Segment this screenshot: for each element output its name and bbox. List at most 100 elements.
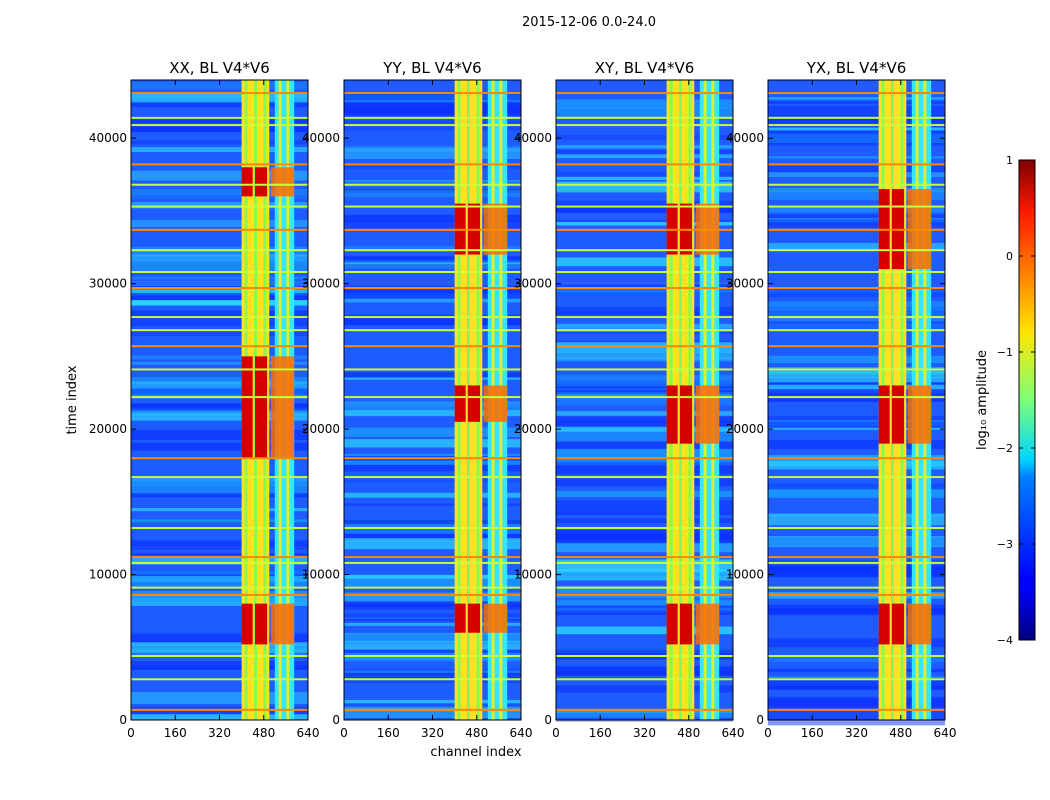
texture-stripe xyxy=(556,666,733,669)
texture-stripe xyxy=(768,223,945,228)
rfi-row xyxy=(556,249,733,252)
peak-block xyxy=(254,603,268,645)
peak-block xyxy=(891,385,905,444)
texture-stripe xyxy=(768,105,945,116)
texture-stripe xyxy=(344,190,521,198)
texture-stripe xyxy=(131,692,308,704)
rfi-row xyxy=(131,271,308,273)
rfi-row xyxy=(768,655,945,657)
rfi-row xyxy=(131,287,308,289)
rfi-row xyxy=(131,116,308,119)
peak-block xyxy=(467,603,481,633)
texture-stripe xyxy=(131,388,308,399)
texture-stripe xyxy=(131,519,308,523)
texture-stripe xyxy=(768,423,945,427)
panel-yx: YX, BL V4*V6 0 160 320 480 640 0 10000 20000 3000… xyxy=(726,59,957,740)
rfi-row xyxy=(344,561,521,564)
x-tick-label: 640 xyxy=(297,726,320,740)
rfi-row xyxy=(768,476,945,479)
y-tick-label: 20000 xyxy=(89,422,127,436)
texture-stripe xyxy=(768,421,945,431)
texture-stripe xyxy=(131,140,308,145)
texture-stripe xyxy=(556,448,733,458)
texture-stripe xyxy=(131,92,308,103)
texture-stripe xyxy=(344,492,521,498)
rfi-row xyxy=(768,92,945,95)
rfi-row xyxy=(556,561,733,564)
texture-stripe xyxy=(344,145,521,152)
rfi-row xyxy=(768,368,945,371)
texture-stripe xyxy=(131,281,308,287)
texture-stripe xyxy=(768,172,945,178)
texture-stripe xyxy=(131,310,308,320)
texture-stripe xyxy=(556,536,733,542)
texture-stripe xyxy=(344,640,521,650)
texture-stripe xyxy=(344,622,521,626)
texture-stripe xyxy=(556,712,733,718)
panels: XX, BL V4*V6 0 160 320 480 640 0 10000 20000 3000… xyxy=(89,59,957,740)
texture-stripe xyxy=(768,427,945,431)
texture-stripe xyxy=(344,520,521,526)
rfi-row xyxy=(131,708,308,711)
texture-stripe xyxy=(556,465,733,475)
y-tick-label: 0 xyxy=(544,713,552,727)
texture-stripe xyxy=(556,375,733,387)
texture-stripe xyxy=(768,455,945,467)
texture-stripe xyxy=(768,420,945,423)
x-tick-label: 320 xyxy=(633,726,656,740)
peak-block xyxy=(907,603,932,645)
texture-stripe xyxy=(131,318,308,327)
rfi-row xyxy=(131,124,308,127)
peak-block xyxy=(679,385,693,444)
rfi-row xyxy=(131,183,308,186)
texture-stripe xyxy=(768,536,945,548)
texture-stripe xyxy=(768,415,945,421)
texture-stripe xyxy=(556,500,733,511)
texture-stripe xyxy=(768,367,945,379)
peak-block xyxy=(878,385,890,444)
texture-stripe xyxy=(344,467,521,477)
rfi-row xyxy=(131,316,308,319)
texture-stripe xyxy=(344,372,521,378)
peak-block xyxy=(891,603,905,645)
rfi-row xyxy=(344,586,521,589)
rfi-row xyxy=(344,708,521,711)
x-tick-label: 320 xyxy=(208,726,231,740)
texture-stripe xyxy=(768,489,945,498)
texture-stripe xyxy=(131,478,308,486)
texture-stripe xyxy=(131,98,308,108)
texture-stripe xyxy=(556,609,733,615)
y-tick-label: 10000 xyxy=(726,568,764,582)
texture-stripe xyxy=(131,403,308,409)
texture-stripe xyxy=(344,592,521,602)
texture-stripe xyxy=(344,163,521,169)
peak-block xyxy=(666,385,678,444)
texture-stripe xyxy=(131,404,308,411)
rfi-row xyxy=(768,228,945,231)
rfi-row xyxy=(344,163,521,166)
texture-stripe xyxy=(344,264,521,269)
texture-stripe xyxy=(131,289,308,293)
texture-stripe xyxy=(344,427,521,437)
peak-block xyxy=(454,385,466,422)
texture-stripe xyxy=(768,718,945,726)
peak-block xyxy=(454,603,466,633)
texture-stripe xyxy=(556,148,733,154)
texture-stripe xyxy=(556,342,733,354)
rfi-row xyxy=(344,655,521,657)
texture-stripe xyxy=(131,557,308,565)
rfi-row xyxy=(131,678,308,681)
texture-stripe xyxy=(131,644,308,653)
colorbar-tick-label: 0 xyxy=(1006,250,1013,263)
texture-stripe xyxy=(344,401,521,414)
texture-stripe xyxy=(344,476,521,482)
texture-stripe xyxy=(768,638,945,648)
rfi-row xyxy=(131,527,308,529)
texture-stripe xyxy=(556,257,733,267)
texture-stripe xyxy=(344,290,521,294)
texture-stripe xyxy=(556,323,733,332)
rfi-row xyxy=(131,457,308,460)
peak-block xyxy=(241,167,253,197)
texture-stripe xyxy=(768,483,945,489)
texture-stripe xyxy=(768,156,945,159)
